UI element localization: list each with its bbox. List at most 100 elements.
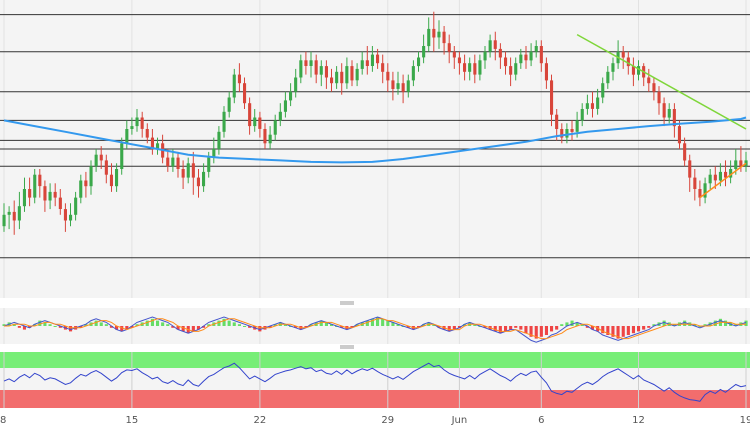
- candle-body: [718, 171, 722, 181]
- candle-body: [140, 117, 144, 129]
- macd-bar: [422, 324, 426, 326]
- resize-handle-icon[interactable]: [340, 345, 354, 349]
- macd-bar: [601, 326, 605, 334]
- macd-bar: [207, 324, 211, 326]
- candle-body: [381, 63, 385, 72]
- macd-bar: [43, 322, 47, 326]
- macd-bar: [94, 320, 98, 326]
- candle-body: [468, 63, 472, 72]
- candle-body: [703, 183, 707, 198]
- macd-bar: [683, 320, 687, 326]
- macd-bar: [652, 324, 656, 326]
- macd-bar: [28, 326, 32, 328]
- macd-bar: [176, 326, 180, 330]
- candle-body: [698, 189, 702, 198]
- macd-bar: [340, 326, 344, 328]
- trendlines: [576, 33, 747, 199]
- macd-bar: [222, 318, 226, 326]
- rsi-panel: [0, 352, 750, 408]
- macd-bar: [406, 326, 410, 328]
- macd-bar: [447, 326, 451, 332]
- macd-bar: [115, 326, 119, 330]
- macd-bar: [120, 326, 124, 332]
- price-panel: [0, 0, 750, 298]
- candle-body: [422, 46, 426, 58]
- candle-body: [504, 57, 508, 67]
- candle-body: [667, 109, 671, 118]
- candle-body: [156, 143, 160, 149]
- candle-body: [708, 174, 712, 184]
- macd-bar: [283, 324, 287, 326]
- candle-body: [268, 134, 272, 144]
- candle-body: [744, 160, 748, 167]
- candle-body: [207, 157, 211, 172]
- candle-body: [202, 171, 206, 187]
- candle-body: [58, 197, 62, 209]
- macd-bar: [432, 324, 436, 326]
- x-axis-label: 22: [254, 415, 267, 426]
- macd-bar: [473, 324, 477, 326]
- candle-body: [335, 71, 339, 84]
- candle-body: [115, 169, 119, 187]
- macd-bar: [79, 326, 83, 328]
- candle-body: [17, 206, 21, 221]
- candle-body: [186, 163, 190, 178]
- macd-bar: [509, 326, 513, 330]
- candle-body: [191, 163, 195, 178]
- candle-body: [258, 117, 262, 129]
- candle-body: [38, 174, 42, 187]
- horizontal-levels: [0, 14, 750, 259]
- macd-bar: [161, 322, 165, 326]
- macd-bar: [631, 326, 635, 334]
- x-axis-labels: 8 15 22 29 Jun 6 12 19: [0, 415, 750, 426]
- candle-body: [539, 46, 543, 64]
- panel-divider: [0, 344, 750, 352]
- candle-body: [432, 28, 436, 38]
- candle-body: [596, 97, 600, 109]
- candle-body: [406, 80, 410, 92]
- x-axis-label: 19: [740, 415, 750, 426]
- candle-body: [647, 77, 651, 84]
- macd-bar: [498, 326, 502, 334]
- candle-body: [483, 51, 487, 61]
- trendline: [699, 162, 747, 199]
- macd-bar: [104, 324, 108, 326]
- macd-bar: [12, 324, 16, 326]
- candle-body: [555, 114, 559, 129]
- rsi-oversold-zone: [0, 390, 750, 408]
- macd-bar: [268, 326, 272, 328]
- candle-body: [631, 66, 635, 75]
- macd-bar: [227, 320, 231, 326]
- macd-bar: [596, 326, 600, 332]
- candle-body: [33, 174, 37, 198]
- x-axis-bg: [0, 408, 750, 430]
- signal-line: [4, 318, 746, 340]
- macd-bar: [616, 326, 620, 339]
- candles: [2, 11, 748, 235]
- resize-handle-icon[interactable]: [340, 301, 354, 305]
- candle-body: [53, 191, 57, 198]
- candle-body: [442, 31, 446, 44]
- macd-bar: [135, 324, 139, 326]
- macd-bar: [570, 320, 574, 326]
- moving-average-line: [3, 116, 747, 164]
- candle-body: [447, 43, 451, 52]
- macd-bar: [237, 324, 241, 326]
- candle-body: [350, 66, 354, 81]
- candle-body: [273, 120, 277, 135]
- candle-body: [74, 197, 78, 215]
- macd-bar: [575, 322, 579, 326]
- macd-bar: [232, 322, 236, 326]
- candle-body: [79, 180, 83, 198]
- candle-body: [150, 137, 154, 149]
- trendline: [576, 33, 747, 130]
- macd-bar: [330, 324, 334, 326]
- macd-bar: [381, 318, 385, 326]
- candle-body: [590, 103, 594, 109]
- candle-body: [227, 97, 231, 112]
- macd-bar: [130, 326, 134, 328]
- macd-bar: [273, 324, 277, 326]
- candle-body: [580, 109, 584, 121]
- macd-bar: [2, 324, 6, 326]
- candle-body: [621, 51, 625, 58]
